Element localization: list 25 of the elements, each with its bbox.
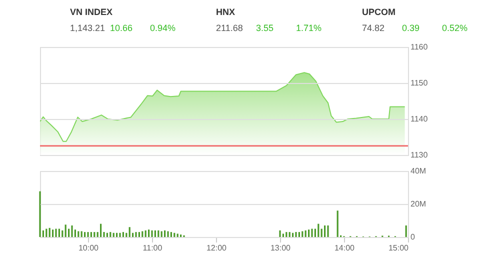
y-tick-label: 20M [410, 200, 426, 208]
text: 0.39 [402, 23, 420, 33]
text: 1.71% [296, 23, 322, 33]
text: 74.82 [362, 23, 385, 33]
x-tick-label: 13:00 [270, 244, 292, 252]
text: UPCOM [362, 7, 396, 17]
x-tick-label: 10:00 [78, 244, 100, 252]
text: 1,143.21 [70, 23, 106, 33]
text: 0.94% [150, 23, 176, 33]
y-tick-label: 40M [410, 166, 426, 176]
y-tick-label: 0 [410, 232, 416, 242]
x-tick-label: 15:00 [388, 244, 410, 252]
y-tick-label: 1130 [410, 150, 428, 160]
text: VN INDEX [70, 7, 113, 17]
x-tick-label: 11:00 [142, 244, 163, 252]
text: 3.55 [256, 23, 274, 33]
y-tick-label: 1160 [410, 42, 428, 52]
y-tick-label: 1150 [410, 78, 428, 88]
text: 10.66 [110, 23, 133, 33]
x-tick-label: 12:00 [206, 244, 228, 252]
text: 211.68 [216, 23, 243, 33]
y-tick-label: 1140 [410, 114, 428, 124]
x-tick-label: 14:00 [334, 244, 356, 252]
text: 0.52% [442, 23, 468, 33]
text: HNX [216, 7, 236, 17]
